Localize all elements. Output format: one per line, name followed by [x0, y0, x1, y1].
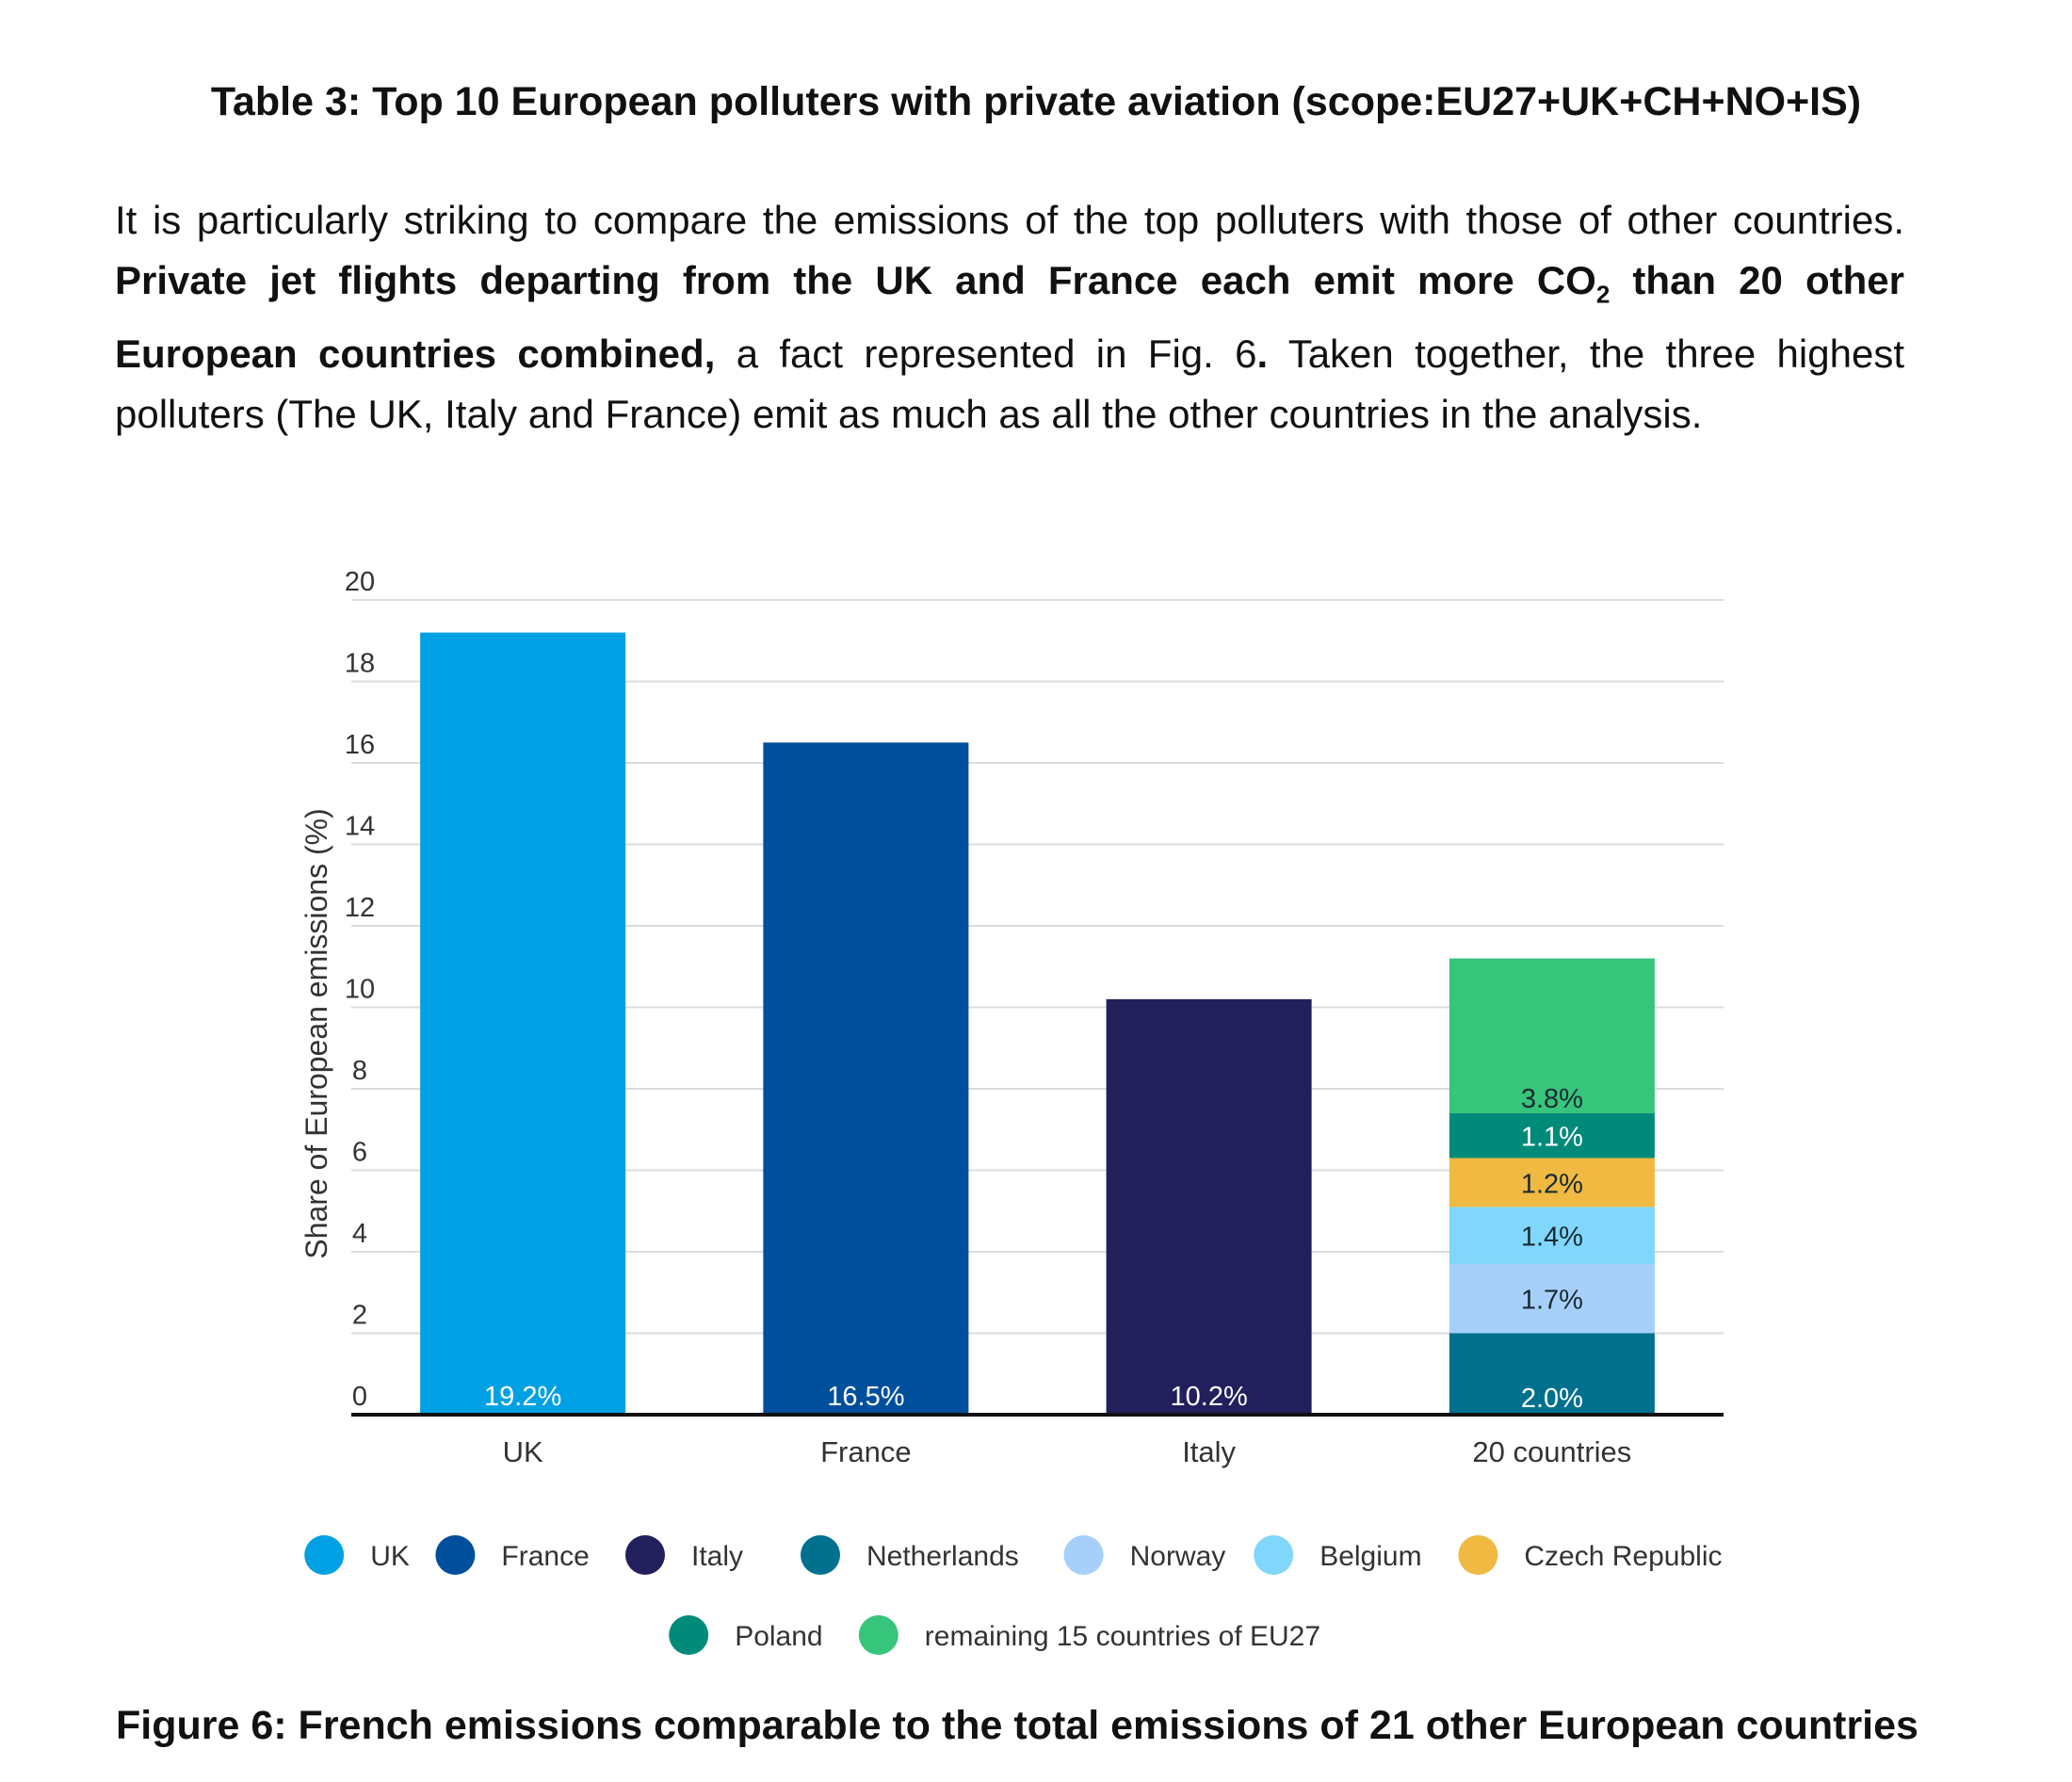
- bar-segment-remaining-15-countries-of-eu27: [1449, 958, 1655, 1113]
- x-tick-label: France: [820, 1435, 911, 1468]
- paragraph-bold-1: Private jet flights departing from the U…: [115, 258, 1904, 377]
- legend-swatch-italy: [625, 1535, 665, 1575]
- bar-segment-italy: [1106, 998, 1312, 1415]
- legend: UK France Italy Netherlands Norway Belgium Cze…: [304, 1535, 1723, 1655]
- bar-segment-uk: [420, 632, 626, 1415]
- legend-label: Belgium: [1319, 1541, 1421, 1572]
- data-label: 3.8%: [1521, 1084, 1583, 1114]
- y-tick-label: 20: [345, 567, 375, 597]
- legend-swatch-france: [435, 1535, 476, 1575]
- y-tick-label: 0: [352, 1382, 367, 1412]
- bar-segment-france: [763, 742, 969, 1415]
- legend-swatch-czech-republic: [1458, 1535, 1498, 1575]
- legend-label: France: [501, 1541, 589, 1572]
- y-tick-label: 12: [345, 893, 375, 923]
- paragraph-text-1: It is particularly striking to compare t…: [115, 198, 1904, 242]
- legend-label: UK: [370, 1541, 410, 1572]
- data-label: 1.7%: [1521, 1286, 1583, 1316]
- intro-paragraph: It is particularly striking to compare t…: [115, 190, 1904, 445]
- y-tick-label: 10: [345, 975, 375, 1005]
- bar-segment-belgium: [1449, 1207, 1655, 1264]
- legend-swatch-netherlands: [801, 1535, 840, 1575]
- y-tick-label: 6: [352, 1138, 367, 1168]
- data-label: 10.2%: [1171, 1382, 1248, 1412]
- y-tick-label: 14: [345, 812, 375, 842]
- paragraph-text-2: a fact represented in Fig. 6: [736, 332, 1257, 377]
- y-tick-label: 18: [345, 649, 375, 679]
- legend-label: Czech Republic: [1524, 1541, 1722, 1572]
- data-label: 1.1%: [1521, 1123, 1583, 1153]
- legend-swatch-remaining-15-countries-of-eu27: [858, 1615, 898, 1655]
- y-tick-label: 2: [352, 1301, 367, 1331]
- figure-caption: Figure 6: French emissions comparable to…: [116, 1703, 1918, 1748]
- data-label: 19.2%: [484, 1382, 561, 1412]
- bar-segment-poland: [1449, 1112, 1655, 1158]
- y-tick-label: 8: [352, 1056, 367, 1086]
- legend-label: Netherlands: [866, 1541, 1019, 1572]
- paragraph-text-3: Taken together, the three highest pollut…: [115, 332, 1904, 437]
- bar-segment-czech-republic: [1449, 1158, 1655, 1207]
- y-tick-label: 16: [345, 730, 375, 760]
- data-label: 1.2%: [1521, 1169, 1583, 1199]
- x-tick-label: 20 countries: [1472, 1435, 1631, 1468]
- data-label: 16.5%: [827, 1382, 904, 1412]
- legend-label: remaining 15 countries of EU27: [925, 1621, 1320, 1652]
- bar-segment-netherlands: [1449, 1333, 1655, 1415]
- bar-segment-norway: [1449, 1263, 1655, 1334]
- legend-swatch-poland: [669, 1615, 709, 1655]
- data-label: 2.0%: [1521, 1384, 1583, 1414]
- bar-chart: 19.2% 16.5% 10.2% 2.0%1.7%1.4%1.2%1.1%3.8% …: [299, 567, 1724, 1655]
- legend-swatch-norway: [1063, 1535, 1104, 1575]
- x-tick-label: UK: [503, 1435, 543, 1468]
- legend-swatch-belgium: [1254, 1535, 1294, 1575]
- data-label: 1.4%: [1521, 1223, 1583, 1253]
- x-tick-label: Italy: [1182, 1435, 1236, 1468]
- legend-label: Poland: [735, 1621, 822, 1652]
- co2-subscript: 2: [1595, 280, 1611, 309]
- legend-swatch-uk: [304, 1535, 345, 1575]
- bars: 19.2% 16.5% 10.2% 2.0% 1.7% 1.4% 1.2% 1.1% 3.8%: [420, 632, 1655, 1415]
- paragraph-bold-dot: .: [1256, 332, 1269, 377]
- axes: 0 2 4 6 8 10 12 14 16 18 20 Share of European emiss…: [299, 567, 1724, 1468]
- table-caption: Table 3: Top 10 European polluters with …: [210, 79, 1862, 124]
- legend-label: Norway: [1130, 1541, 1226, 1572]
- y-tick-label: 4: [352, 1219, 367, 1249]
- y-axis-title: Share of European emissions (%): [299, 808, 333, 1258]
- legend-label: Italy: [691, 1541, 743, 1572]
